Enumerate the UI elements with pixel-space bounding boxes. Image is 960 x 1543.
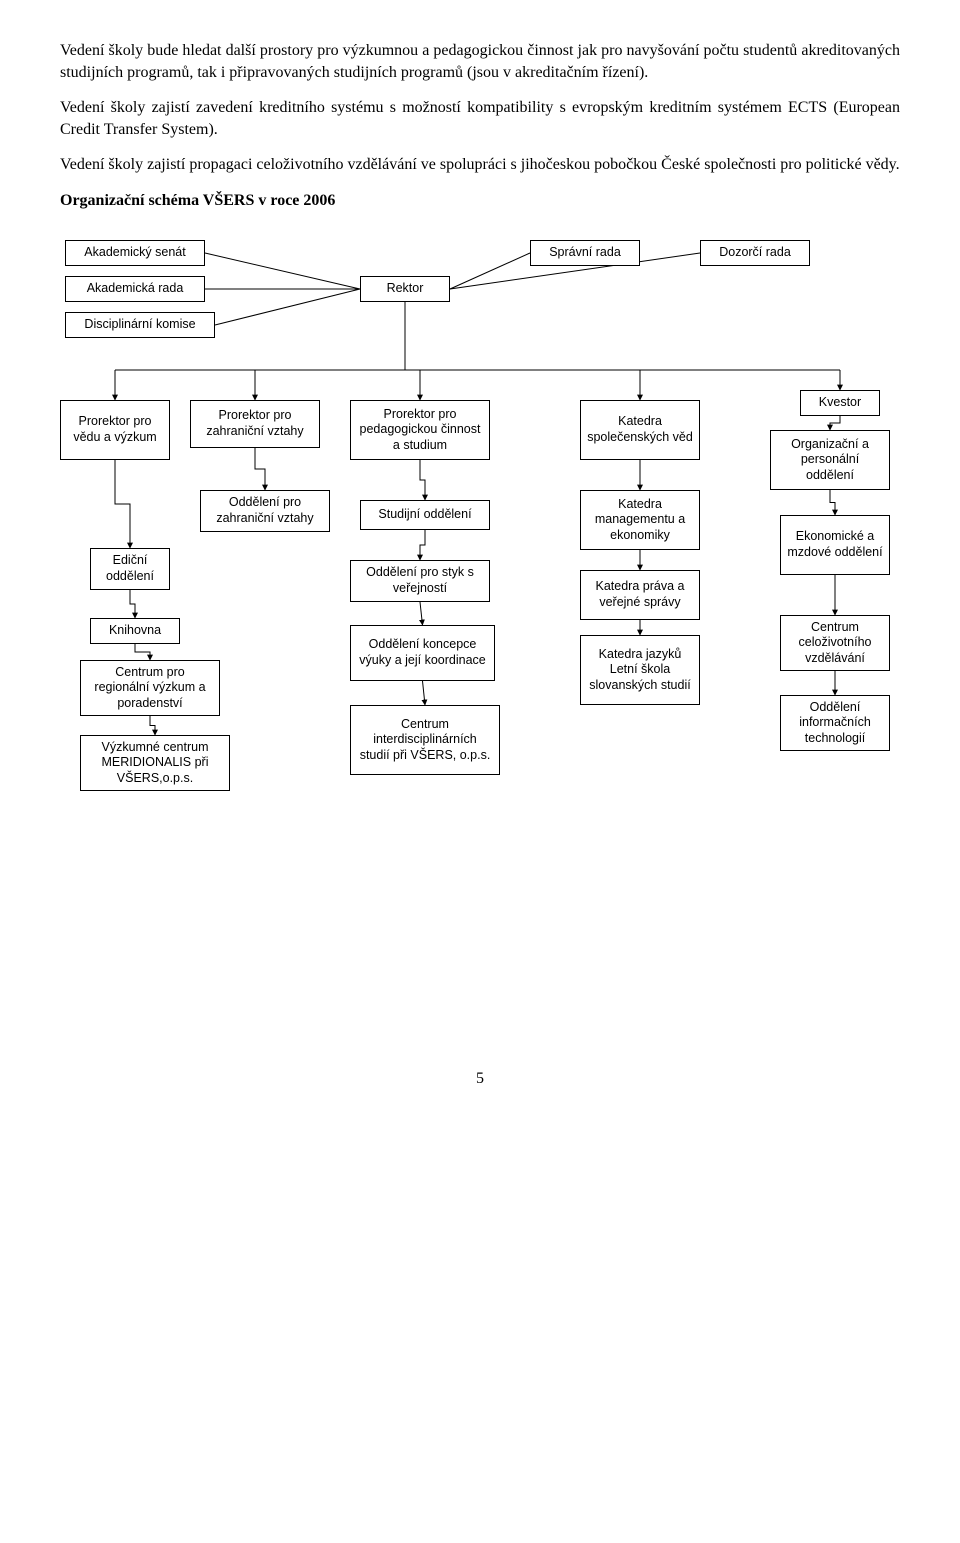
org-node-kat_prav: Katedra práva a veřejné správy	[580, 570, 700, 620]
org-node-styk_ver: Oddělení pro styk s veřejností	[350, 560, 490, 602]
org-chart-heading: Organizační schéma VŠERS v roce 2006	[60, 192, 900, 210]
paragraph-3: Vedení školy zajistí propagaci celoživot…	[60, 154, 900, 176]
paragraph-1: Vedení školy bude hledat další prostory …	[60, 40, 900, 83]
org-node-koncepce: Oddělení koncepce výuky a její koordinac…	[350, 625, 495, 681]
org-node-kat_spol: Katedra společenských věd	[580, 400, 700, 460]
org-node-rada: Akademická rada	[65, 276, 205, 302]
org-chart: Akademický senát Akademická rada Disciplin…	[60, 230, 900, 870]
org-node-rektor: Rektor	[360, 276, 450, 302]
org-node-edicni: Ediční oddělení	[90, 548, 170, 590]
org-node-odd_zahr: Oddělení pro zahraniční vztahy	[200, 490, 330, 532]
org-node-ekon_mzd: Ekonomické a mzdové oddělení	[780, 515, 890, 575]
paragraph-2: Vedení školy zajistí zavedení kreditního…	[60, 97, 900, 140]
org-node-knihovna: Knihovna	[90, 618, 180, 644]
page-number: 5	[60, 1070, 900, 1088]
org-node-stud_odd: Studijní oddělení	[360, 500, 490, 530]
org-node-org_pers: Organizační a personální oddělení	[770, 430, 890, 490]
org-node-kat_man: Katedra managementu a ekonomiky	[580, 490, 700, 550]
org-node-centrum_reg: Centrum pro regionální výzkum a poradens…	[80, 660, 220, 716]
org-node-spravni: Správní rada	[530, 240, 640, 266]
org-node-it: Oddělení informačních technologií	[780, 695, 890, 751]
org-node-disc: Disciplinární komise	[65, 312, 215, 338]
org-node-senat: Akademický senát	[65, 240, 205, 266]
org-node-pro_ped: Prorektor pro pedagogickou činnost a stu…	[350, 400, 490, 460]
org-node-dozorci: Dozorčí rada	[700, 240, 810, 266]
org-node-meridion: Výzkumné centrum MERIDIONALIS při VŠERS,…	[80, 735, 230, 791]
org-node-ccv: Centrum celoživotního vzdělávání	[780, 615, 890, 671]
org-node-kvestor: Kvestor	[800, 390, 880, 416]
org-node-pro_veda: Prorektor pro vědu a výzkum	[60, 400, 170, 460]
org-node-cis: Centrum interdisciplinárních studií při …	[350, 705, 500, 775]
org-node-pro_zahr: Prorektor pro zahraniční vztahy	[190, 400, 320, 448]
org-node-kat_jaz: Katedra jazyků Letní škola slovanských s…	[580, 635, 700, 705]
